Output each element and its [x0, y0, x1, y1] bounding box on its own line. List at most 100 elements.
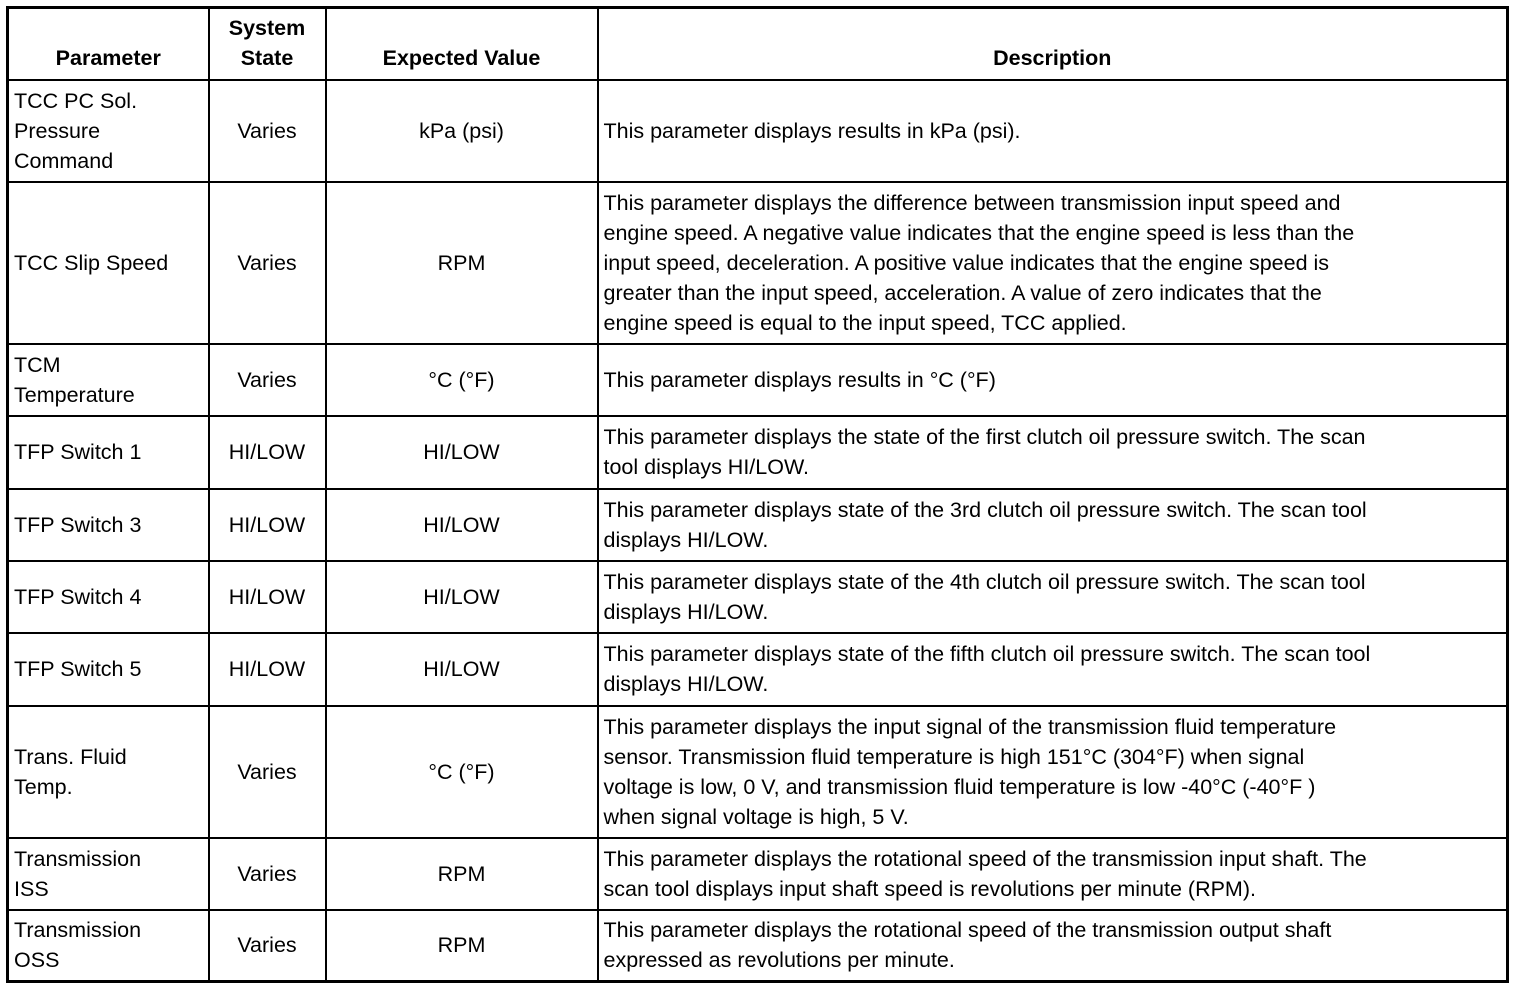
text-line: TFP Switch 1 [14, 440, 142, 464]
cell-system-state: HI/LOW [207, 487, 327, 562]
cell-parameter: TFP Switch 5 [6, 631, 210, 707]
cell-expected-value: RPM [324, 908, 599, 983]
cell-description: This parameter displays the state of the… [596, 414, 1509, 490]
table-row: TFP Switch 3 HI/LOW HI/LOW This parameter d… [6, 487, 1509, 562]
table-row: TCM Temperature Varies °C (°F) This paramete… [6, 342, 1509, 417]
text-line: TCC PC Sol. [14, 88, 138, 113]
text-line: System [228, 15, 306, 40]
header-row: Parameter System State Expected Value Descri… [6, 6, 1509, 81]
cell-expected-value: °C (°F) [324, 342, 599, 417]
text-line: This parameter displays the input signal… [603, 714, 1337, 739]
cell-description: This parameter displays the rotational s… [596, 836, 1509, 911]
cell-description: This parameter displays the input signal… [596, 704, 1509, 839]
cell-description: This parameter displays state of the fif… [596, 631, 1509, 707]
cell-parameter: Trans. Fluid Temp. [6, 704, 210, 839]
text-line: voltage is low, 0 V, and transmission fl… [603, 774, 1316, 799]
text-line: engine speed is equal to the input speed… [603, 310, 1127, 335]
text-line: TFP Switch 4 [14, 584, 142, 609]
text-line: displays HI/LOW. [603, 599, 769, 624]
cell-parameter: TFP Switch 1 [6, 414, 210, 490]
cell-parameter: TCC PC Sol. Pressure Command [6, 78, 210, 183]
text-line: This parameter displays the state of the… [603, 425, 1366, 449]
text-line: Pressure [14, 118, 101, 143]
text-line: OSS [14, 948, 60, 973]
text-line: expressed as revolutions per minute. [603, 948, 955, 973]
header-description: Description [596, 6, 1509, 81]
text-line: when signal voltage is high, 5 V. [603, 804, 909, 829]
cell-system-state: Varies [207, 342, 327, 417]
header-parameter: Parameter [6, 6, 210, 81]
table-row: TFP Switch 1 HI/LOW HI/LOW This parameter d… [6, 414, 1509, 490]
parameter-table: Parameter System State Expected Value Descri… [6, 6, 1509, 983]
text-line: Temperature [14, 382, 135, 407]
text-line: TCM [14, 352, 61, 377]
table-row: Transmission OSS Varies RPM This parameter d… [6, 908, 1509, 983]
cell-expected-value: HI/LOW [324, 414, 599, 490]
table-row: TFP Switch 4 HI/LOW HI/LOW This parameter d… [6, 559, 1509, 634]
text-line: sensor. Transmission fluid temperature i… [603, 744, 1305, 769]
cell-description: This parameter displays the rotational s… [596, 908, 1509, 983]
text-line: This parameter displays results in °C (°… [603, 367, 996, 392]
text-line: Trans. Fluid [14, 744, 127, 769]
cell-system-state: Varies [207, 180, 327, 345]
cell-description: This parameter displays state of the 4th… [596, 559, 1509, 634]
cell-parameter: TFP Switch 4 [6, 559, 210, 634]
text-line: engine speed. A negative value indicates… [603, 220, 1355, 245]
cell-expected-value: RPM [324, 836, 599, 911]
text-line: Temp. [14, 774, 73, 799]
cell-description: This parameter displays results in °C (°… [596, 342, 1509, 417]
text-line: Expected Value [382, 45, 541, 70]
table-row: Trans. Fluid Temp. Varies °C (°F) This param… [6, 704, 1509, 839]
text-line: ISS [14, 876, 49, 901]
text-line: input speed, deceleration. A positive va… [603, 250, 1330, 275]
cell-parameter: TCM Temperature [6, 342, 210, 417]
text-line: Parameter [55, 45, 161, 70]
cell-parameter: TCC Slip Speed [6, 180, 210, 345]
text-line: displays HI/LOW. [603, 672, 769, 696]
text-line: Description [993, 45, 1112, 70]
text-line: scan tool displays input shaft speed is … [603, 876, 1256, 901]
cell-expected-value: RPM [324, 180, 599, 345]
cell-system-state: Varies [207, 78, 327, 183]
header-expected-value: Expected Value [324, 6, 599, 81]
text-line: State [240, 45, 294, 70]
cell-expected-value: HI/LOW [324, 559, 599, 634]
text-line: This parameter displays state of the fif… [603, 642, 1371, 666]
text-line: greater than the input speed, accelerati… [603, 280, 1322, 305]
cell-system-state: Varies [207, 908, 327, 983]
text-line: TCC Slip Speed [14, 250, 169, 275]
cell-expected-value: kPa (psi) [324, 78, 599, 183]
text-line: This parameter displays the rotational s… [603, 918, 1332, 943]
table-row: TFP Switch 5 HI/LOW HI/LOW This parameter d… [6, 631, 1509, 707]
text-line: Transmission [14, 918, 142, 943]
table-row: TCC Slip Speed Varies RPM This parameter di… [6, 180, 1509, 345]
cell-system-state: Varies [207, 704, 327, 839]
text-line: tool displays HI/LOW. [603, 455, 810, 479]
cell-description: This parameter displays results in kPa (… [596, 78, 1509, 183]
cell-parameter: Transmission OSS [6, 908, 210, 983]
cell-expected-value: °C (°F) [324, 704, 599, 839]
text-line: This parameter displays the rotational s… [603, 846, 1367, 871]
text-line: TFP Switch 5 [14, 657, 142, 681]
cell-expected-value: HI/LOW [324, 487, 599, 562]
cell-parameter: TFP Switch 3 [6, 487, 210, 562]
cell-system-state: HI/LOW [207, 414, 327, 490]
cell-description: This parameter displays state of the 3rd… [596, 487, 1509, 562]
cell-expected-value: HI/LOW [324, 631, 599, 707]
text-line: This parameter displays results in kPa (… [603, 118, 1021, 143]
cell-system-state: HI/LOW [207, 559, 327, 634]
text-line: TFP Switch 3 [14, 512, 142, 537]
text-line: This parameter displays state of the 4th… [603, 569, 1366, 594]
text-line: Command [14, 148, 114, 173]
text-line: displays HI/LOW. [603, 527, 769, 552]
cell-parameter: Transmission ISS [6, 836, 210, 911]
text-line: Transmission [14, 846, 142, 871]
table-row: TCC PC Sol. Pressure Command Varies kPa (psi… [6, 78, 1509, 183]
cell-description: This parameter displays the difference b… [596, 180, 1509, 345]
table-row: Transmission ISS Varies RPM This parameter d… [6, 836, 1509, 911]
cell-system-state: Varies [207, 836, 327, 911]
header-system-state: System State [207, 6, 327, 81]
text-line: This parameter displays the difference b… [603, 190, 1341, 215]
text-line: This parameter displays state of the 3rd… [603, 497, 1367, 522]
cell-system-state: HI/LOW [207, 631, 327, 707]
